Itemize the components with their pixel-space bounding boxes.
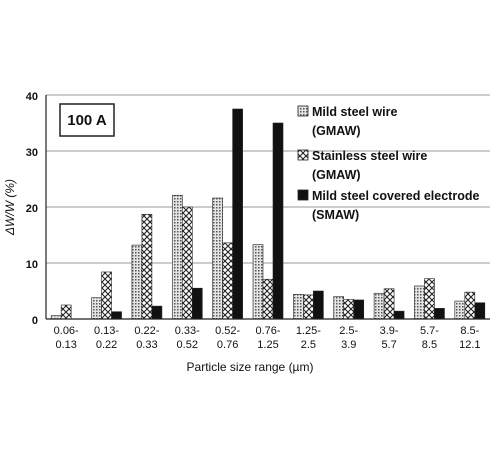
- x-tick-label: 0.76-1.25: [255, 325, 280, 351]
- bar: [232, 108, 243, 320]
- bar: [111, 311, 122, 320]
- legend-entry: Mild steel covered electrode (SMAW): [312, 189, 479, 222]
- y-tick-label: 20: [26, 203, 38, 215]
- bar: [434, 308, 445, 320]
- y-tick-label: 30: [26, 147, 38, 159]
- x-tick-label: 8.5-12.1: [459, 325, 480, 351]
- bar: [293, 294, 304, 320]
- x-tick-label: 5.7-8.5: [420, 325, 439, 351]
- legend-swatch: [297, 105, 309, 117]
- axes: [45, 95, 490, 320]
- bar: [373, 292, 385, 320]
- bar: [212, 197, 223, 320]
- y-tick-label: 0: [32, 315, 38, 327]
- bar: [181, 206, 193, 320]
- y-axis-title: ΔW/W (%): [3, 179, 17, 236]
- x-tick-labels: 0.06-0.13 0.13-0.22 0.22-0.33 0.33-0.52 0.52…: [54, 325, 481, 351]
- bar: [353, 299, 365, 320]
- annotation-box: 100 A: [59, 103, 115, 137]
- gridlines: [46, 94, 490, 264]
- bar: [383, 288, 395, 320]
- bar: [333, 296, 345, 320]
- bars: [50, 108, 486, 320]
- legend-entry: Mild steel wire (GMAW): [312, 105, 397, 138]
- x-tick-label: 0.13-0.22: [94, 325, 119, 351]
- x-tick-label: 0.06-0.13: [54, 325, 79, 351]
- bar: [393, 310, 405, 320]
- bar: [191, 287, 203, 320]
- bar: [474, 302, 486, 320]
- bar: [60, 304, 72, 320]
- bar: [343, 299, 355, 320]
- legend-entry: Stainless steel wire (GMAW): [312, 149, 427, 182]
- annotation-label: 100 A: [67, 112, 107, 129]
- bar: [91, 297, 102, 320]
- bar: [131, 244, 143, 320]
- x-axis-title: Particle size range (µm): [187, 360, 314, 374]
- x-tick-label: 3.9-5.7: [380, 325, 399, 351]
- bar: [454, 300, 466, 320]
- bar: [171, 194, 183, 320]
- legend-swatch: [297, 149, 309, 161]
- x-tick-label: 0.33-0.52: [175, 325, 200, 351]
- bar: [222, 242, 233, 320]
- bar: [141, 213, 153, 320]
- bar: [414, 285, 425, 320]
- x-tick-label: 0.22-0.33: [134, 325, 159, 351]
- bar: [313, 290, 324, 320]
- bar: [151, 305, 163, 320]
- bar: [303, 294, 314, 320]
- x-tick-label: 2.5-3.9: [339, 325, 358, 351]
- bar: [262, 278, 274, 320]
- y-tick-label: 10: [26, 259, 38, 271]
- bar: [464, 291, 476, 320]
- bar: [101, 271, 112, 320]
- x-tick-label: 0.52-0.76: [215, 325, 240, 351]
- legend: Mild steel wire (GMAW) Stainless steel wir…: [297, 105, 479, 222]
- legend-swatch: [297, 189, 309, 201]
- bar: [272, 122, 284, 320]
- y-tick-labels: 0 10 20 30 40: [26, 91, 38, 327]
- y-tick-label: 40: [26, 91, 38, 103]
- x-tick-label: 1.25-2.5: [296, 325, 321, 351]
- bar: [252, 244, 264, 320]
- bar: [424, 278, 435, 320]
